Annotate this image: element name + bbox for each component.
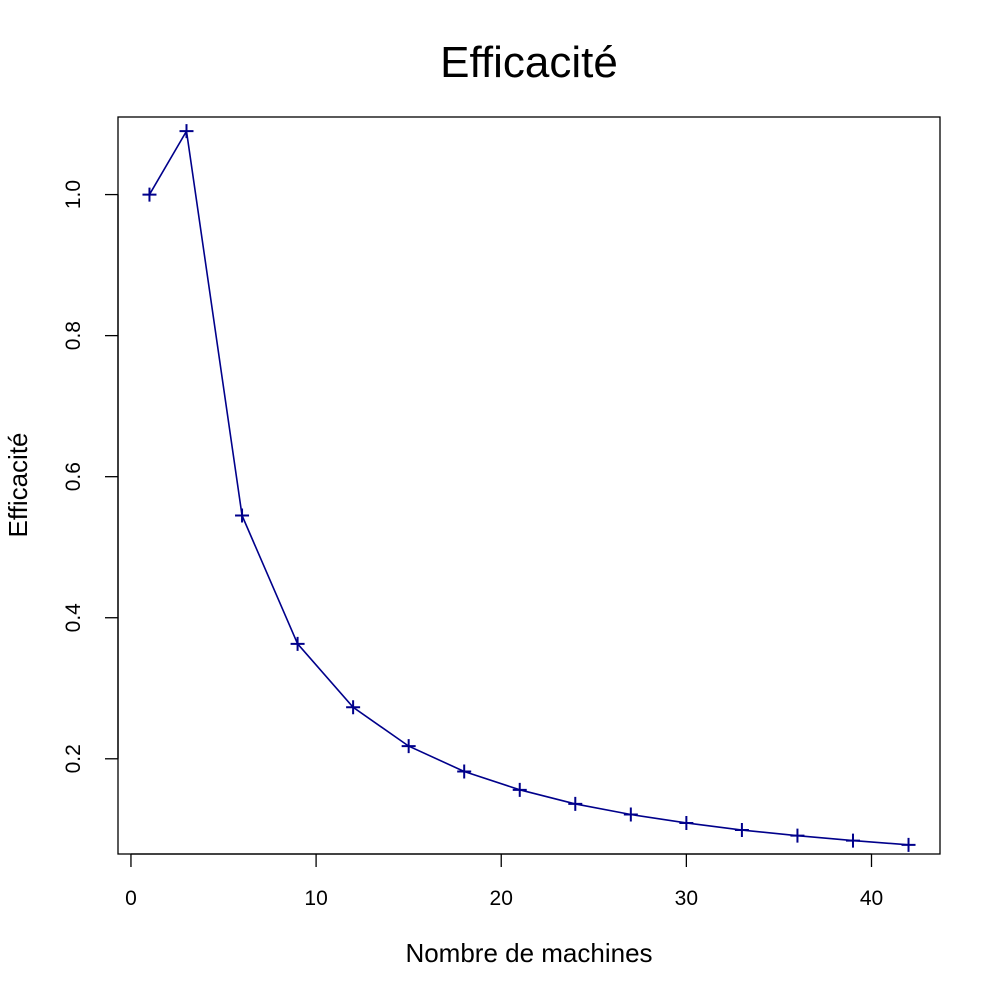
data-point (734, 823, 749, 838)
chart-title: Efficacité (440, 38, 618, 87)
x-tick-label: 30 (675, 887, 698, 910)
data-point (679, 815, 694, 830)
data-point (568, 796, 583, 811)
data-point (346, 700, 361, 715)
y-tick-label: 1.0 (62, 180, 85, 209)
y-tick-label: 0.2 (62, 744, 85, 773)
y-axis: 0.2 0.4 0.6 0.8 1.0 (62, 180, 119, 773)
x-axis: 0 10 20 30 40 (125, 853, 883, 910)
y-tick-label: 0.8 (62, 321, 85, 350)
x-tick-label: 10 (304, 887, 327, 910)
data-point (235, 508, 250, 523)
x-tick-label: 0 (125, 887, 137, 910)
data-point (901, 837, 916, 852)
data-point (179, 124, 194, 139)
data-point (790, 828, 805, 843)
data-point (290, 636, 305, 651)
series-layer (142, 124, 916, 852)
x-axis-label: Nombre de machines (405, 938, 652, 968)
data-point (457, 764, 472, 779)
data-point (142, 187, 157, 202)
data-point (401, 739, 416, 754)
data-point (623, 807, 638, 822)
y-tick-label: 0.6 (62, 462, 85, 491)
x-tick-label: 20 (490, 887, 513, 910)
y-tick-label: 0.4 (62, 603, 85, 633)
data-point (512, 782, 527, 797)
y-axis-label: Efficacité (3, 432, 33, 537)
data-point (845, 833, 860, 848)
x-tick-label: 40 (860, 887, 883, 910)
